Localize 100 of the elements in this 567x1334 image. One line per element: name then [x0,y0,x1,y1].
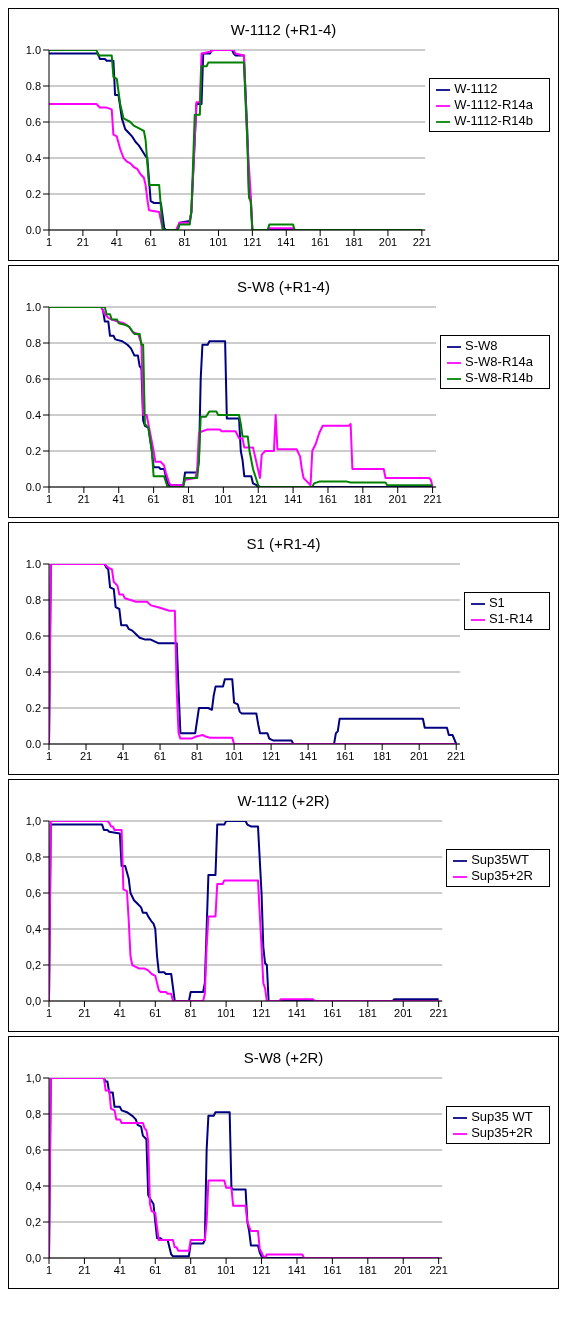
x-tick-label: 41 [113,1006,126,1019]
y-tick-label: 0,4 [25,1179,41,1192]
x-tick-label: 61 [149,1006,162,1019]
x-tick-label: 221 [447,749,466,762]
x-tick-label: 81 [182,492,195,505]
x-tick-label: 141 [287,1263,307,1276]
x-tick-label: 141 [277,235,296,248]
x-tick-label: 201 [394,1006,413,1019]
legend-label: W-1112 [454,81,498,96]
x-tick-label: 161 [318,492,338,505]
legend-label: Sup35WT [471,852,529,867]
x-tick-label: 1 [45,1006,53,1019]
y-tick-label: 0.6 [25,372,41,385]
y-tick-label: 0,6 [25,1143,41,1156]
legend-label: W-1112-R14b [454,113,533,128]
chart-title: W-1112 (+2R) [236,791,331,809]
chart-title: W-1112 (+R1-4) [229,20,338,38]
legend-label: S1 [488,595,505,610]
x-tick-label: 141 [298,749,318,762]
y-tick-label: 1.0 [25,43,41,56]
x-tick-label: 1 [45,492,53,505]
x-tick-label: 141 [283,492,303,505]
chart-title: S-W8 (+R1-4) [236,277,331,295]
y-tick-label: 0.0 [25,480,41,493]
x-tick-label: 21 [79,749,93,762]
x-tick-label: 201 [388,492,407,505]
y-tick-label: 0.4 [25,151,41,164]
x-tick-label: 221 [429,1263,448,1276]
x-tick-label: 121 [252,1006,271,1019]
y-tick-label: 0.4 [25,408,41,421]
x-tick-label: 161 [310,235,330,248]
x-tick-label: 101 [209,235,228,248]
y-tick-label: 0.2 [25,701,41,714]
x-tick-label: 101 [214,492,233,505]
x-tick-label: 201 [410,749,429,762]
y-tick-label: 0,0 [25,994,41,1007]
legend-label: S1-R14 [488,611,533,626]
y-tick-label: 1,0 [25,814,41,827]
y-tick-label: 0.8 [25,79,41,92]
x-tick-label: 201 [378,235,398,248]
y-tick-label: 0.2 [25,444,41,457]
y-tick-label: 0,8 [25,1107,41,1120]
x-tick-label: 181 [373,749,392,762]
x-tick-label: 61 [144,235,157,248]
x-tick-label: 61 [147,492,160,505]
x-tick-label: 181 [353,492,373,505]
x-tick-label: 221 [412,235,432,248]
x-tick-label: 1 [45,1263,53,1276]
y-tick-label: 0.0 [25,737,41,750]
y-tick-label: 0.6 [25,629,41,642]
x-tick-label: 101 [224,749,244,762]
legend-label: Sup35 WT [471,1109,533,1124]
x-tick-label: 161 [323,1006,342,1019]
y-tick-label: 1.0 [25,557,41,570]
x-tick-label: 121 [261,749,281,762]
y-tick-label: 0.8 [25,336,41,349]
x-tick-label: 41 [110,235,123,248]
x-tick-label: 221 [423,492,442,505]
y-tick-label: 0.0 [25,223,41,236]
x-tick-label: 41 [116,749,130,762]
x-tick-label: 61 [149,1263,162,1276]
x-tick-label: 41 [112,492,125,505]
x-tick-label: 81 [178,235,191,248]
x-tick-label: 121 [243,235,262,248]
legend-label: S-W8-R14a [465,354,533,369]
x-tick-label: 61 [153,749,167,762]
x-tick-label: 21 [78,1263,91,1276]
x-tick-label: 221 [429,1006,448,1019]
x-tick-label: 41 [113,1263,126,1276]
x-tick-label: 121 [249,492,268,505]
x-tick-label: 161 [335,749,355,762]
legend-label: S-W8-R14b [465,370,533,385]
x-tick-label: 181 [344,235,364,248]
y-tick-label: 0,8 [25,850,41,863]
x-tick-label: 101 [216,1006,236,1019]
chart-title: S1 (+R1-4) [245,534,322,552]
x-tick-label: 21 [78,1006,91,1019]
x-tick-label: 141 [287,1006,307,1019]
y-tick-label: 0.6 [25,115,41,128]
x-tick-label: 201 [394,1263,413,1276]
x-tick-label: 101 [216,1263,236,1276]
x-tick-label: 81 [190,749,204,762]
y-tick-label: 0,2 [25,958,41,971]
x-tick-label: 81 [184,1006,197,1019]
y-tick-label: 0.2 [25,187,41,200]
y-tick-label: 0.8 [25,593,41,606]
x-tick-label: 21 [76,235,90,248]
legend-label: W-1112-R14a [454,97,533,112]
legend-label: S-W8 [465,338,498,353]
y-tick-label: 1,0 [25,1071,41,1084]
x-tick-label: 181 [358,1006,377,1019]
x-tick-label: 81 [184,1263,197,1276]
y-tick-label: 0,2 [25,1215,41,1228]
x-tick-label: 1 [45,235,53,248]
y-tick-label: 0,6 [25,886,41,899]
x-tick-label: 181 [358,1263,377,1276]
y-tick-label: 0,0 [25,1251,41,1264]
x-tick-label: 121 [252,1263,271,1276]
x-tick-label: 1 [45,749,53,762]
y-tick-label: 1.0 [25,300,41,313]
